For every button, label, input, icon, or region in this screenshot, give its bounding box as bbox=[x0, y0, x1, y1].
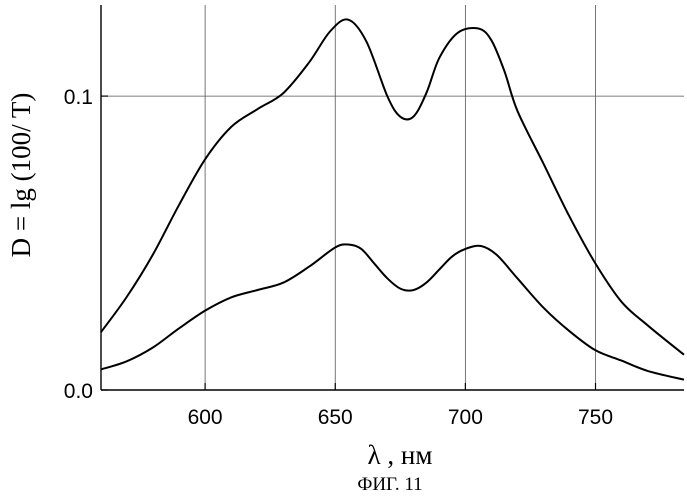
series-line-1 bbox=[101, 19, 684, 354]
axes bbox=[101, 5, 684, 390]
x-tick-label: 600 bbox=[188, 406, 223, 429]
figure-caption: ФИГ. 11 bbox=[357, 474, 422, 495]
x-tick-label: 650 bbox=[318, 406, 353, 429]
y-axis-title: D = lg (100/ T) bbox=[6, 93, 36, 258]
series bbox=[101, 19, 684, 379]
y-tick-label: 0.0 bbox=[64, 380, 93, 403]
grid bbox=[101, 5, 684, 390]
y-tick-label: 0.1 bbox=[64, 86, 93, 109]
x-tick-label: 750 bbox=[578, 406, 613, 429]
x-tick-label: 700 bbox=[448, 406, 483, 429]
x-axis-title: λ , нм bbox=[368, 440, 433, 470]
